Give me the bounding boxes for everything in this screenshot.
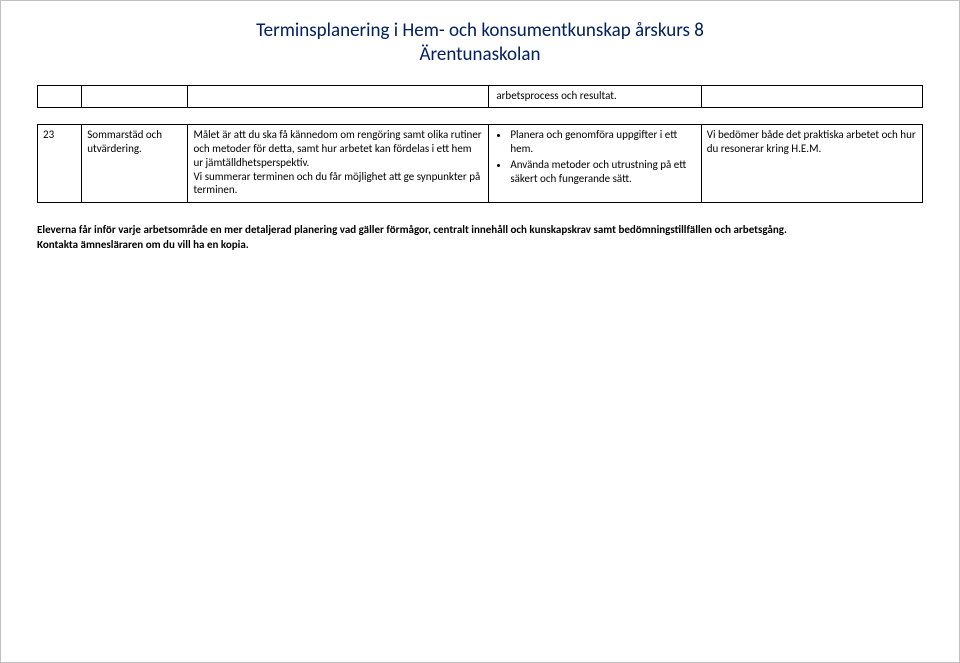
cell-bullets: Planera och genomföra uppgifter i ett he…: [489, 125, 701, 203]
table-row: 23 Sommarstäd och utvärdering. Målet är …: [38, 125, 923, 203]
list-item: Planera och genomföra uppgifter i ett he…: [510, 128, 695, 156]
footer-block: Eleverna får inför varje arbetsområde en…: [37, 223, 923, 253]
cell-week-empty: [38, 85, 82, 108]
list-item: Använda metoder och utrustning på ett sä…: [510, 158, 695, 186]
table-main: 23 Sommarstäd och utvärdering. Målet är …: [37, 124, 923, 203]
table-partial: arbetsprocess och resultat.: [37, 85, 923, 109]
goal-paragraph-2: Vi summerar terminen och du får möjlighe…: [193, 170, 483, 198]
stray-text: arbetsprocess och resultat.: [494, 89, 695, 103]
page-title-line1: Terminsplanering i Hem- och konsumentkun…: [37, 19, 923, 43]
cell-topic: Sommarstäd och utvärdering.: [82, 125, 188, 203]
footer-line-1: Eleverna får inför varje arbetsområde en…: [37, 223, 923, 238]
cell-goal: Målet är att du ska få kännedom om rengö…: [188, 125, 489, 203]
cell-bullets-stray: arbetsprocess och resultat.: [489, 85, 701, 108]
cell-goal-empty: [188, 85, 489, 108]
page-title-line2: Ärentunaskolan: [37, 43, 923, 67]
cell-assess-empty: [701, 85, 922, 108]
cell-week: 23: [38, 125, 82, 203]
goal-paragraph-1: Målet är att du ska få kännedom om rengö…: [193, 128, 483, 169]
cell-topic-empty: [82, 85, 188, 108]
footer-line-2: Kontakta ämnesläraren om du vill ha en k…: [37, 238, 923, 253]
title-block: Terminsplanering i Hem- och konsumentkun…: [37, 19, 923, 67]
table-row: arbetsprocess och resultat.: [38, 85, 923, 108]
bullet-list: Planera och genomföra uppgifter i ett he…: [494, 128, 695, 185]
page: Terminsplanering i Hem- och konsumentkun…: [0, 0, 960, 663]
table-gap: [37, 108, 923, 124]
cell-assess: Vi bedömer både det praktiska arbetet oc…: [701, 125, 922, 203]
